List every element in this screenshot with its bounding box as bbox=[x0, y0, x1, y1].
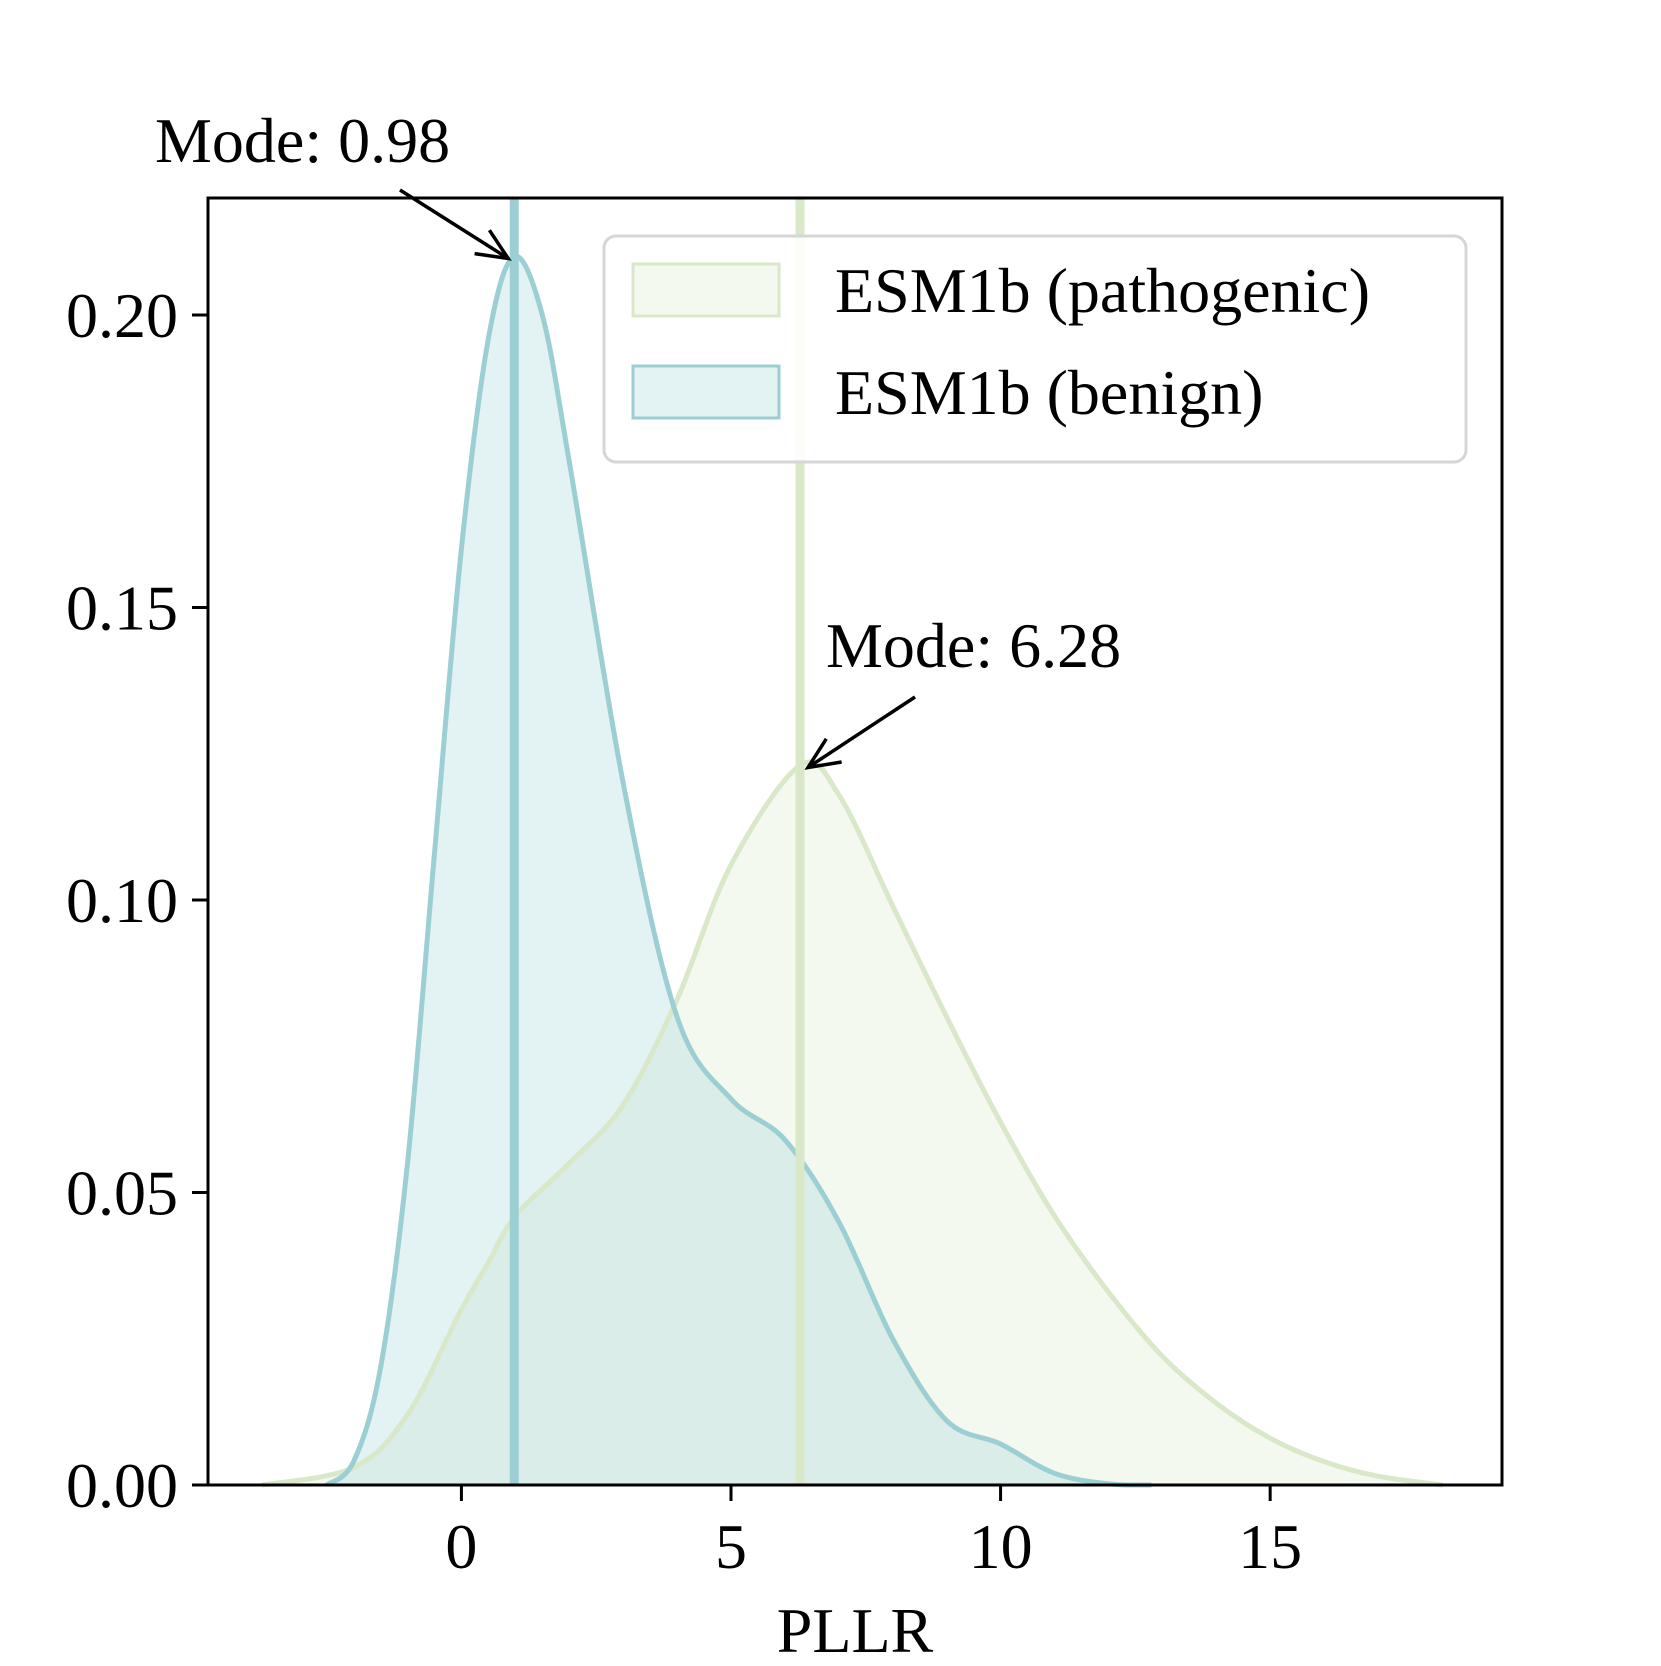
annotation-arrowhead-1 bbox=[804, 737, 842, 770]
annotation-arrow-1 bbox=[807, 695, 916, 769]
series-area-0 bbox=[261, 761, 1443, 1485]
annotations: Mode: 0.98 Mode: 6.28 bbox=[155, 105, 1121, 770]
x-axis-label: PLLR bbox=[777, 1595, 934, 1661]
x-tick-label-2: 10 bbox=[969, 1511, 1033, 1582]
y-tick-label-0: 0.00 bbox=[66, 1450, 178, 1521]
x-axis: 0 5 10 15 bbox=[445, 1485, 1302, 1582]
annotation-label-1: Mode: 6.28 bbox=[826, 610, 1121, 681]
density-lines bbox=[261, 253, 1444, 1488]
legend-swatch-0 bbox=[631, 262, 781, 318]
legend-box bbox=[602, 234, 1468, 464]
x-tick-label-0: 0 bbox=[445, 1511, 477, 1582]
annotation-arrow-0 bbox=[399, 188, 510, 260]
series-line-1 bbox=[324, 253, 1152, 1488]
legend: ESM1b (pathogenic) ESM1b (benign) bbox=[602, 234, 1468, 464]
y-tick-label-1: 0.05 bbox=[66, 1158, 178, 1229]
legend-label-1: ESM1b (benign) bbox=[835, 357, 1263, 428]
series-area-1 bbox=[326, 256, 1152, 1486]
y-tick-label-4: 0.20 bbox=[66, 280, 178, 351]
legend-label-0: ESM1b (pathogenic) bbox=[835, 255, 1370, 326]
series-line-0 bbox=[261, 759, 1444, 1488]
plot-frame bbox=[206, 196, 1504, 1487]
annotation-arrowhead-0 bbox=[474, 229, 512, 261]
y-axis: 0.00 0.05 0.10 0.15 0.20 bbox=[66, 280, 208, 1521]
annotation-label-0: Mode: 0.98 bbox=[155, 105, 450, 176]
x-tick-label-3: 15 bbox=[1238, 1511, 1302, 1582]
y-tick-label-2: 0.10 bbox=[66, 865, 178, 936]
x-tick-label-1: 5 bbox=[715, 1511, 747, 1582]
y-tick-label-3: 0.15 bbox=[66, 573, 178, 644]
density-areas bbox=[261, 256, 1443, 1486]
legend-swatch-1 bbox=[631, 364, 781, 420]
